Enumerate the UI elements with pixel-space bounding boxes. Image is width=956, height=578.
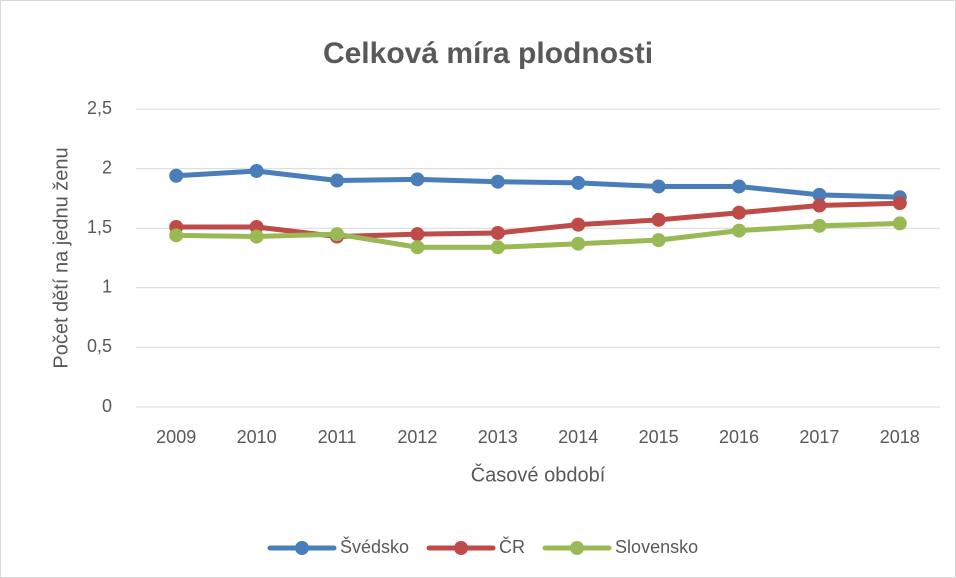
data-point	[571, 236, 586, 251]
x-tick-label: 2010	[237, 427, 277, 447]
x-tick-label: 2014	[558, 427, 598, 447]
data-point	[571, 175, 586, 190]
chart-title: Celková míra plodnosti	[323, 37, 653, 70]
y-tick-label: 0	[102, 396, 112, 416]
data-point	[892, 216, 907, 231]
x-axis-label: Časové období	[471, 463, 606, 486]
data-point	[169, 228, 184, 243]
data-point	[410, 172, 425, 187]
legend-marker	[295, 541, 309, 555]
data-point	[732, 179, 746, 194]
data-point	[330, 173, 344, 188]
x-tick-label: 2009	[156, 427, 196, 447]
x-tick-label: 2013	[478, 427, 518, 447]
x-tick-label: 2018	[880, 427, 920, 447]
y-tick-label: 0,5	[87, 336, 112, 356]
legend-marker	[570, 541, 585, 555]
x-tick-label: 2012	[397, 427, 437, 447]
y-axis-label: Počet dětí na jednu ženu	[50, 147, 72, 368]
data-point	[249, 229, 264, 244]
x-tick-label: 2016	[719, 427, 759, 447]
y-tick-label: 2,5	[87, 98, 112, 118]
legend-label: ČR	[499, 536, 525, 557]
data-point	[169, 168, 184, 183]
data-point	[732, 205, 746, 220]
data-point	[249, 163, 264, 178]
data-point	[892, 196, 907, 211]
y-tick-label: 1	[102, 277, 112, 297]
data-point	[410, 227, 425, 242]
series-line	[173, 220, 903, 250]
data-point	[490, 240, 505, 255]
data-point	[812, 218, 827, 233]
data-point	[410, 240, 425, 255]
y-tick-label: 2	[102, 157, 112, 177]
series-line	[173, 168, 903, 200]
data-point	[651, 179, 666, 194]
data-point	[571, 217, 586, 232]
series-line	[173, 200, 903, 240]
x-tick-label: 2015	[639, 427, 679, 447]
data-point	[812, 198, 827, 213]
data-point	[330, 227, 344, 242]
y-tick-label: 1,5	[87, 217, 112, 237]
x-tick-label: 2011	[318, 427, 357, 447]
data-point	[490, 225, 505, 240]
x-tick-label: 2017	[799, 427, 839, 447]
data-point	[812, 187, 827, 202]
legend-label: Švédsko	[340, 536, 409, 557]
legend-label: Slovensko	[615, 537, 698, 557]
data-point	[651, 212, 666, 227]
data-point	[651, 233, 666, 248]
data-point	[490, 174, 505, 189]
legend-marker	[454, 541, 469, 555]
data-point	[732, 223, 746, 238]
